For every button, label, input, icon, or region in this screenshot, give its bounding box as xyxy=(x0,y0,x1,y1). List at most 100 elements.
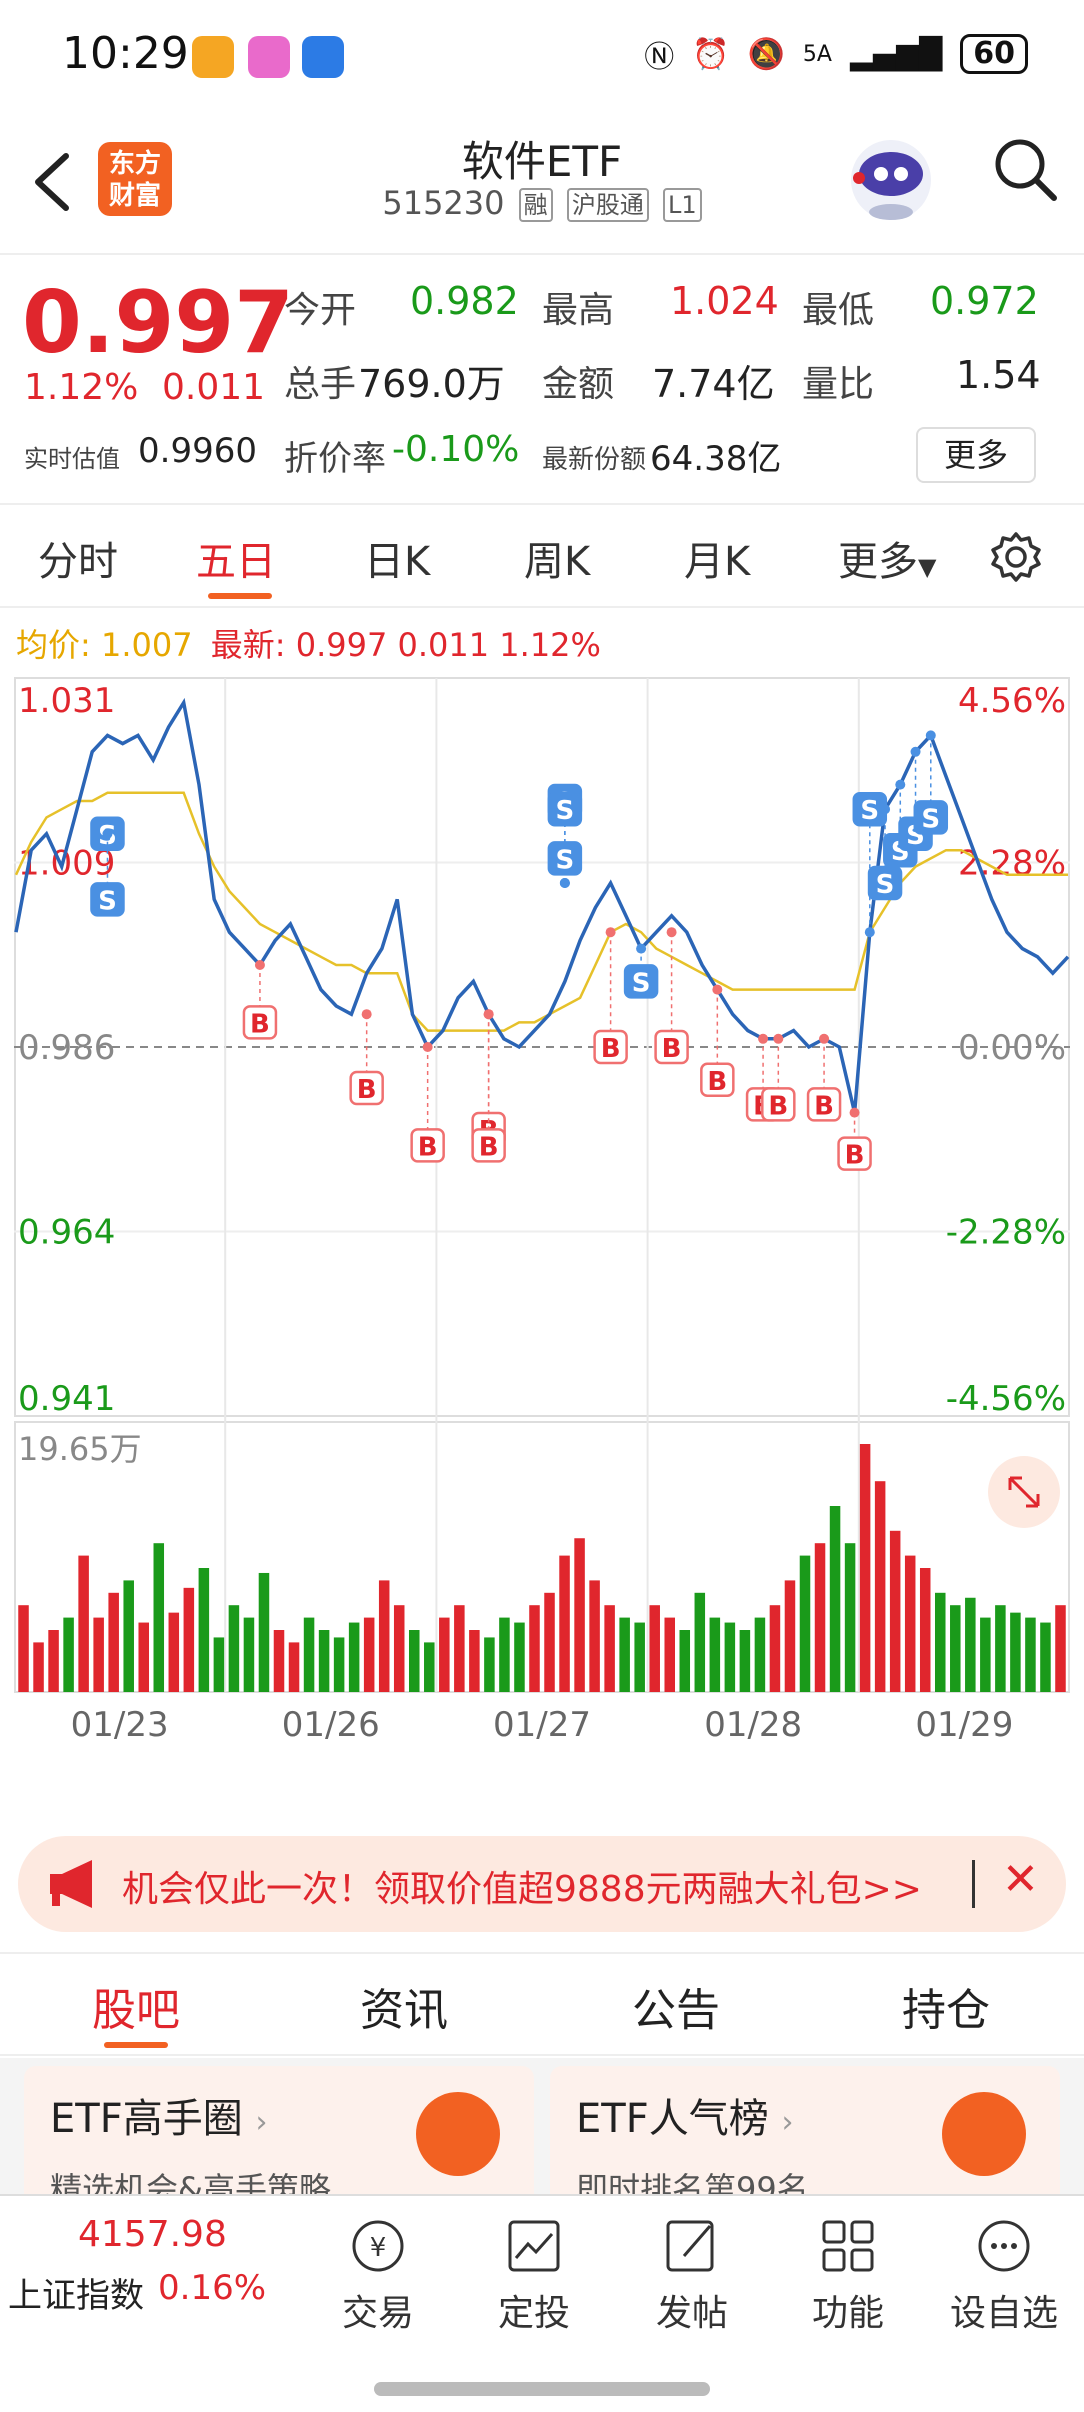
app-notification-icon xyxy=(248,36,290,78)
tab-weekly-k[interactable]: 周K xyxy=(524,539,591,585)
volume-bar xyxy=(393,1605,405,1692)
y-tick-label-left: 0.964 xyxy=(18,1213,115,1253)
buy-marker xyxy=(806,1087,842,1122)
volume-bar xyxy=(829,1506,841,1692)
index-percent[interactable]: 0.16% xyxy=(158,2268,267,2308)
volume-bar xyxy=(889,1530,901,1692)
x-tick-label: 01/26 xyxy=(282,1705,380,1745)
index-name[interactable]: 上证指数 xyxy=(8,2276,144,2316)
tab-daily-k[interactable]: 日K xyxy=(364,539,431,585)
functions-button[interactable]: 功能 xyxy=(788,2216,908,2336)
post-button[interactable]: 发帖 xyxy=(632,2216,752,2336)
tab-monthly-k[interactable]: 月K xyxy=(684,539,751,585)
volume-bar xyxy=(604,1605,615,1692)
marker-dot xyxy=(361,1009,372,1020)
more-quote-button[interactable]: 更多 xyxy=(916,427,1036,483)
volume-bar xyxy=(484,1637,495,1692)
sell-marker xyxy=(547,791,583,827)
alarm-icon: ⏰ xyxy=(692,36,730,72)
tag-level: L1 xyxy=(663,188,702,222)
auto-invest-label: 定投 xyxy=(497,2293,570,2334)
y-tick-label-left: 1.031 xyxy=(18,681,115,721)
five-day-chart[interactable]: 1.031 4.56%1.009 2.28%0.986 0.00%0.964 -2.28… xyxy=(14,672,1070,1754)
mute-icon: 🔕 xyxy=(747,36,785,72)
functions-label: 功能 xyxy=(811,2293,884,2334)
tab-announcements[interactable]: 公告 xyxy=(632,1985,720,2036)
search-icon[interactable] xyxy=(990,134,1062,206)
info-section-tabs: 股吧 资讯 公告 持仓 xyxy=(0,1952,1084,2056)
sell-marker xyxy=(90,882,125,917)
back-arrow-icon[interactable] xyxy=(30,150,74,214)
buy-marker xyxy=(654,1029,689,1065)
gear-icon[interactable] xyxy=(990,531,1042,583)
promo-banner[interactable]: 机会仅此一次！领取价值超9888元两融大礼包>> ✕ xyxy=(18,1836,1066,1932)
amount-value: 7.74亿 xyxy=(652,362,775,406)
tab-five-day[interactable]: 五日 xyxy=(196,539,276,585)
app-notification-icon xyxy=(302,36,344,78)
marker-label: B xyxy=(662,1034,682,1064)
promo-text: 机会仅此一次！领取价值超9888元两融大礼包>> xyxy=(122,1869,922,1910)
volume-bar xyxy=(499,1617,510,1692)
marker-dot xyxy=(422,1042,433,1052)
app-notification-icon xyxy=(192,36,234,78)
volume-bar xyxy=(424,1642,435,1692)
marker-label: S xyxy=(876,870,895,900)
nfc-icon: Ⓝ xyxy=(644,40,675,75)
assistant-robot-icon[interactable] xyxy=(845,128,937,228)
tab-holdings[interactable]: 持仓 xyxy=(902,1985,990,2036)
tag-connect: 沪股通 xyxy=(566,188,649,222)
tab-news[interactable]: 资讯 xyxy=(360,1985,448,2036)
volume-bar xyxy=(18,1605,29,1692)
svg-text:¥: ¥ xyxy=(370,2233,387,2263)
nav-bar: 东方财富 软件ETF 515230 融 沪股通 L1 xyxy=(0,110,1084,255)
premium-label: 折价率 xyxy=(284,439,386,479)
status-bar: 10:29 Ⓝ ⏰ 🔕 5A ▂▄▆█ 60 xyxy=(0,0,1084,110)
volume-bar xyxy=(799,1555,811,1692)
marker-label: B xyxy=(845,1141,865,1171)
volume-bar xyxy=(33,1642,44,1692)
sell-marker xyxy=(547,841,583,876)
volume-bar xyxy=(333,1637,345,1692)
chart-line-icon xyxy=(508,2220,560,2272)
volume-bar xyxy=(273,1630,285,1692)
tab-intraday[interactable]: 分时 xyxy=(38,539,118,585)
network-label: 5A xyxy=(802,41,832,67)
marker-label: S xyxy=(556,796,575,826)
add-watchlist-button[interactable]: 设自选 xyxy=(944,2216,1064,2336)
volume-bar xyxy=(108,1592,119,1692)
volume-bar xyxy=(980,1617,991,1692)
close-icon[interactable]: ✕ xyxy=(1002,1854,1039,1905)
tag-margin: 融 xyxy=(518,188,553,222)
home-indicator xyxy=(374,2382,710,2396)
volume-bar xyxy=(168,1612,180,1692)
card-subtitle: 精选机会&高手策略 xyxy=(50,2170,331,2198)
volume-bar xyxy=(348,1622,360,1692)
expand-icon xyxy=(1008,1476,1040,1508)
volume-bar xyxy=(664,1617,676,1692)
tab-forum[interactable]: 股吧 xyxy=(92,1985,180,2036)
marker-dot xyxy=(666,927,677,938)
volume-bar xyxy=(228,1605,240,1692)
volume-bar xyxy=(1010,1612,1021,1692)
volume-bar xyxy=(784,1580,796,1692)
trade-button[interactable]: ¥ 交易 xyxy=(318,2216,438,2336)
volume-label: 总手 xyxy=(284,364,357,405)
volume-bar xyxy=(288,1642,300,1692)
marker-dot xyxy=(773,1033,784,1044)
marker-dot xyxy=(925,730,936,741)
etf-ranking-card[interactable]: ETF人气榜 › 即时排名第99名 xyxy=(550,2066,1060,2198)
y-tick-label-right: 4.56% xyxy=(958,681,1066,721)
y-tick-label-right: -2.28% xyxy=(946,1213,1066,1253)
buy-marker xyxy=(349,1070,384,1106)
tab-more-label: 更多 xyxy=(838,539,918,585)
volume-bar xyxy=(1055,1605,1066,1692)
tab-more[interactable]: 更多▼ xyxy=(838,529,936,587)
etf-expert-card[interactable]: ETF高手圈 › 精选机会&高手策略 xyxy=(24,2066,534,2198)
volume-bar xyxy=(724,1622,736,1692)
high-value: 1.024 xyxy=(670,279,779,323)
change-percent: 1.12% xyxy=(24,367,139,408)
auto-invest-button[interactable]: 定投 xyxy=(474,2216,594,2336)
index-value[interactable]: 4157.98 xyxy=(78,2214,227,2255)
app-logo[interactable]: 东方财富 xyxy=(98,142,172,216)
sell-marker xyxy=(913,800,949,835)
